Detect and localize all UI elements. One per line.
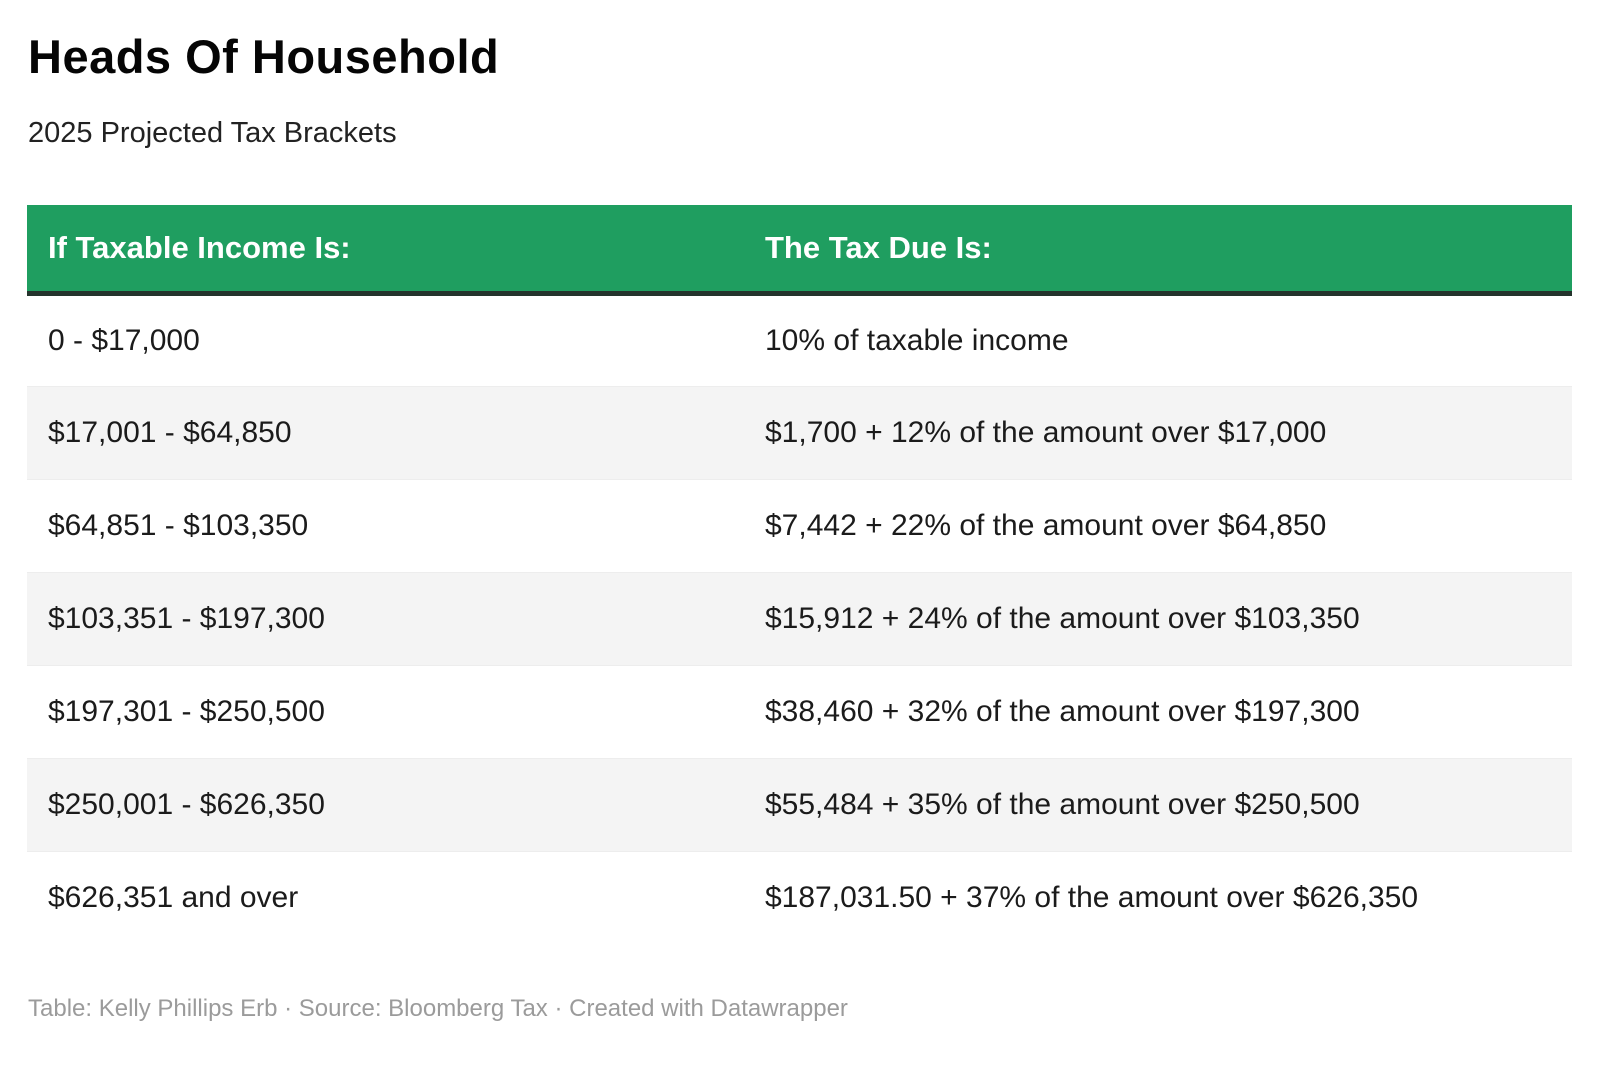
page-subtitle: 2025 Projected Tax Brackets (28, 117, 397, 149)
table-body: 0 - $17,000 10% of taxable income $17,00… (27, 293, 1572, 944)
table-row: $626,351 and over $187,031.50 + 37% of t… (27, 850, 1572, 944)
tax-due-cell: 10% of taxable income (744, 293, 1572, 386)
income-range-cell: $64,851 - $103,350 (27, 478, 744, 572)
table-row: $17,001 - $64,850 $1,700 + 12% of the am… (27, 385, 1572, 479)
tax-due-cell: $187,031.50 + 37% of the amount over $62… (744, 850, 1572, 944)
income-range-cell: $626,351 and over (27, 850, 744, 944)
tax-due-cell: $15,912 + 24% of the amount over $103,35… (744, 571, 1572, 665)
attribution: Table: Kelly Phillips Erb · Source: Bloo… (28, 995, 848, 1022)
income-range-cell: $17,001 - $64,850 (27, 385, 744, 479)
column-header-taxable-income: If Taxable Income Is: (27, 205, 744, 296)
tax-due-cell: $7,442 + 22% of the amount over $64,850 (744, 478, 1572, 572)
table-visualization: Heads Of Household 2025 Projected Tax Br… (27, 30, 1572, 1022)
table-header-row: If Taxable Income Is: The Tax Due Is: (27, 205, 1572, 296)
income-range-cell: $103,351 - $197,300 (27, 571, 744, 665)
tax-due-cell: $38,460 + 32% of the amount over $197,30… (744, 664, 1572, 758)
tax-brackets-table: If Taxable Income Is: The Tax Due Is: 0 … (27, 205, 1572, 944)
table-row: $197,301 - $250,500 $38,460 + 32% of the… (27, 664, 1572, 758)
column-header-tax-due: The Tax Due Is: (744, 205, 1572, 296)
income-range-cell: $250,001 - $626,350 (27, 757, 744, 851)
table-row: 0 - $17,000 10% of taxable income (27, 293, 1572, 386)
table-row: $103,351 - $197,300 $15,912 + 24% of the… (27, 571, 1572, 665)
tax-due-cell: $55,484 + 35% of the amount over $250,50… (744, 757, 1572, 851)
page-title: Heads Of Household (28, 30, 500, 83)
income-range-cell: 0 - $17,000 (27, 293, 744, 386)
tax-due-cell: $1,700 + 12% of the amount over $17,000 (744, 385, 1572, 479)
table-row: $64,851 - $103,350 $7,442 + 22% of the a… (27, 478, 1572, 572)
table-row: $250,001 - $626,350 $55,484 + 35% of the… (27, 757, 1572, 851)
income-range-cell: $197,301 - $250,500 (27, 664, 744, 758)
